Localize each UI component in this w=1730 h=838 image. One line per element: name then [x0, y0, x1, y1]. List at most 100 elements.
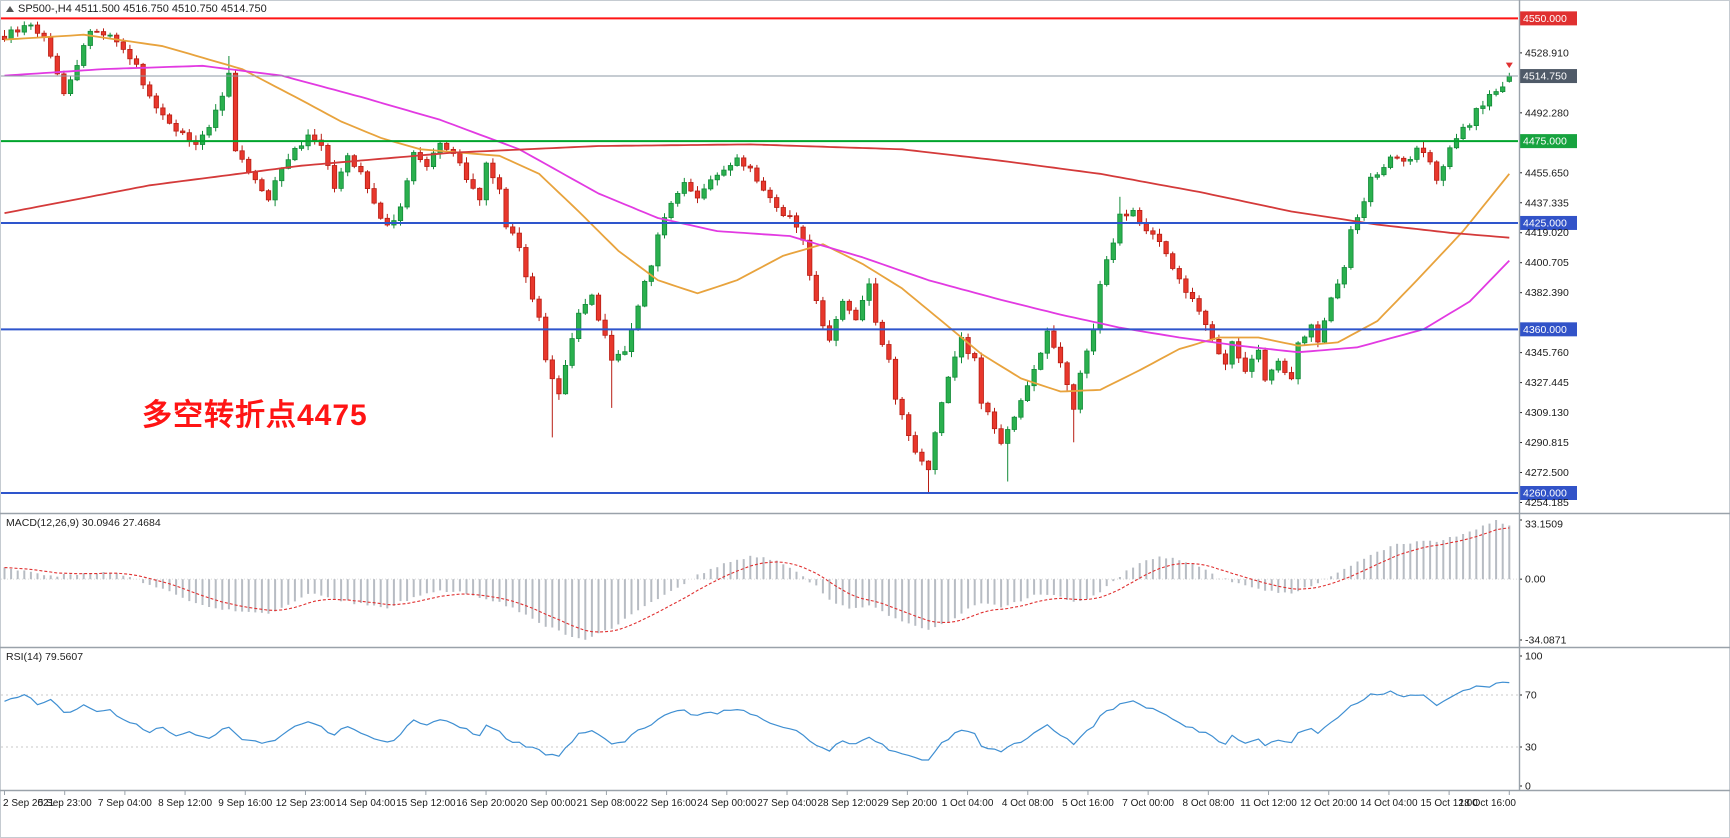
price-tick-label: 4345.760 [1525, 347, 1569, 359]
time-axis-label: 27 Sep 04:00 [757, 798, 817, 809]
candle-body [1163, 241, 1169, 255]
price-badge-label: 4260.000 [1523, 488, 1567, 500]
candle-body [991, 411, 998, 430]
price-tick-label: 4437.335 [1525, 197, 1569, 209]
price-badge [1520, 69, 1577, 84]
candle-body [1236, 341, 1242, 359]
candle-body [1203, 310, 1209, 326]
price-tick-label: 4419.020 [1525, 227, 1569, 239]
candle-body [1005, 429, 1011, 444]
candle-body [1335, 283, 1341, 299]
candle-body [1104, 259, 1110, 285]
candle-body [859, 299, 866, 321]
time-axis-label: 14 Sep 04:00 [336, 798, 396, 809]
candle-body [1018, 400, 1024, 418]
candle-body [609, 334, 615, 361]
candle-body [404, 180, 410, 208]
time-axis-label: 15 Sep 12:00 [396, 798, 456, 809]
candle-body [569, 338, 575, 366]
candle-body [694, 190, 701, 199]
candle-body [1269, 369, 1275, 381]
candle-body [424, 159, 430, 167]
time-axis-label: 20 Sep 00:00 [516, 798, 576, 809]
candle-body [1460, 126, 1466, 140]
candle-body [866, 283, 872, 301]
candle-body [34, 24, 41, 34]
candle-body [1275, 360, 1281, 371]
candle-body [952, 356, 958, 378]
candle-body [1064, 362, 1070, 385]
ma-slow-red-line [4, 143, 1510, 239]
candle-body [1282, 360, 1288, 373]
candle-body [173, 123, 179, 132]
price-badge [1520, 215, 1577, 230]
candle-body [160, 107, 166, 116]
candle-body [259, 179, 265, 192]
candle-body [1031, 368, 1037, 387]
candle-body [978, 357, 984, 404]
candle-body [364, 171, 371, 190]
candle-body [813, 274, 819, 301]
candle-body [1242, 357, 1248, 372]
candle-body [1394, 156, 1400, 159]
candle-body [1407, 158, 1413, 162]
candle-body [358, 165, 364, 173]
candle-body [668, 202, 674, 219]
candle-body [543, 316, 549, 361]
price-tick-label: 4400.705 [1525, 257, 1569, 269]
candle-body [384, 217, 390, 226]
rsi-line [4, 681, 1510, 761]
time-axis-label: 18 Oct 16:00 [1459, 798, 1517, 809]
macd-axis-label: 0.00 [1525, 574, 1546, 586]
candle-body [919, 451, 925, 462]
time-axis-label: 11 Oct 12:00 [1240, 798, 1297, 809]
candle-body [760, 180, 767, 191]
candle-body [338, 171, 344, 189]
candle-body [925, 460, 932, 471]
candle-body [15, 29, 21, 33]
time-axis-label: 24 Sep 00:00 [697, 798, 757, 809]
candle-body [1110, 242, 1116, 261]
candle-body [74, 65, 80, 81]
time-axis-label: 9 Sep 16:00 [218, 798, 272, 809]
candle-body [503, 188, 509, 228]
rsi-axis-label: 30 [1525, 742, 1537, 754]
candle-body [1071, 384, 1077, 410]
candle-body [496, 177, 503, 190]
candle-body [1150, 230, 1156, 235]
candle-body [734, 157, 740, 166]
time-axis-label: 5 Sep 23:00 [38, 798, 92, 809]
candle-body [886, 344, 892, 360]
candle-body [28, 24, 34, 27]
candle-body [1143, 223, 1149, 232]
candle-body [906, 414, 912, 437]
candle-body [1255, 349, 1262, 360]
candle-body [1500, 86, 1506, 93]
candle-body [67, 79, 74, 95]
candle-body [754, 167, 760, 182]
candle-body [873, 283, 879, 323]
candle-body [345, 155, 351, 173]
time-axis-label: 29 Sep 20:00 [878, 798, 938, 809]
price-tick-label: 4254.185 [1525, 497, 1569, 509]
candle-body [1321, 320, 1328, 343]
candle-body [642, 280, 648, 307]
candle-body [1295, 342, 1301, 380]
candle-body [87, 30, 93, 46]
candle-body [708, 179, 714, 190]
latest-candle-arrow-icon [1505, 62, 1513, 69]
candle-body [444, 142, 450, 150]
candle-body [246, 158, 252, 173]
candle-body [483, 162, 489, 201]
candle-body [1183, 278, 1189, 293]
candle-body [727, 165, 734, 171]
candle-body [939, 402, 945, 434]
price-tick-label: 4327.445 [1525, 377, 1569, 389]
candle-body [602, 319, 608, 336]
candle-body [576, 312, 582, 340]
candle-body [107, 34, 113, 37]
candle-body [411, 152, 417, 182]
macd-axis-label: -34.0871 [1525, 635, 1567, 647]
candle-body [1170, 253, 1176, 269]
